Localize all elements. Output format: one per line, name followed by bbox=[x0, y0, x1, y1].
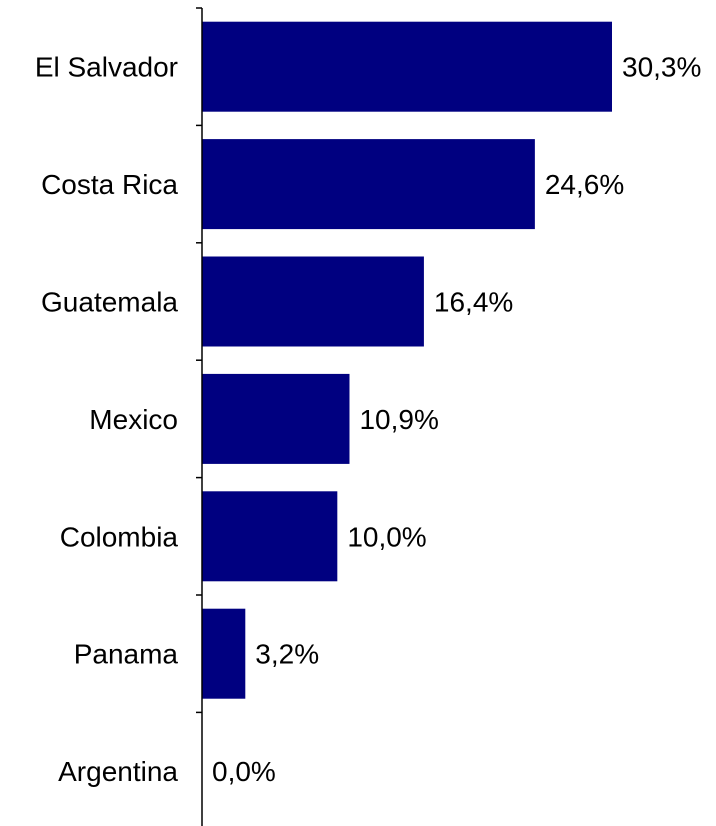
category-labels: El Salvador Costa Rica Guatemala Mexico Colo… bbox=[35, 52, 179, 787]
category-label: Panama bbox=[74, 639, 179, 670]
bar bbox=[202, 139, 535, 230]
category-label: Colombia bbox=[60, 521, 179, 552]
value-label: 3,2% bbox=[255, 639, 319, 670]
value-labels: 30,3% 24,6% 16,4% 10,9% 10,0% 3,2% 0,0% bbox=[212, 52, 701, 787]
value-label: 16,4% bbox=[434, 287, 513, 318]
value-label: 10,9% bbox=[359, 404, 438, 435]
category-label: El Salvador bbox=[35, 52, 178, 83]
bar bbox=[202, 373, 350, 464]
bars-layer bbox=[202, 21, 612, 699]
value-label: 10,0% bbox=[347, 521, 426, 552]
category-label: Guatemala bbox=[41, 287, 178, 318]
bar bbox=[202, 21, 612, 112]
category-label: Costa Rica bbox=[41, 169, 178, 200]
y-axis bbox=[196, 7, 203, 826]
value-label: 30,3% bbox=[622, 52, 701, 83]
value-label: 0,0% bbox=[212, 756, 276, 787]
bar bbox=[202, 491, 338, 582]
category-label: Mexico bbox=[89, 404, 178, 435]
category-label: Argentina bbox=[58, 756, 178, 787]
bar bbox=[202, 256, 424, 347]
bar bbox=[202, 608, 246, 699]
value-label: 24,6% bbox=[545, 169, 624, 200]
